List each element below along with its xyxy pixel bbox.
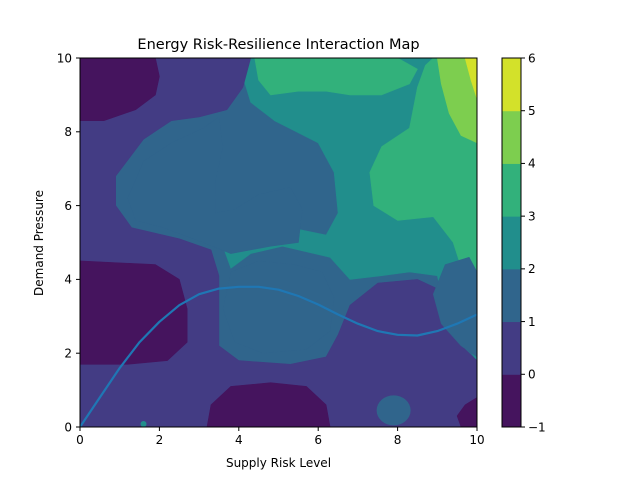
contour-region-level-1-hump <box>127 116 303 254</box>
contour-region-level-neg1-left <box>80 260 188 365</box>
colorbar-tick-label: 2 <box>528 262 536 276</box>
colorbar-tick-label: 5 <box>528 104 536 118</box>
colorbar: −1 0 1 2 3 4 5 6 <box>501 51 546 434</box>
colorbar-tick-label: 3 <box>528 209 536 223</box>
x-tick-label: 4 <box>235 433 243 447</box>
series-layer <box>80 285 477 427</box>
colorbar-band <box>502 110 521 164</box>
contour-region-level-2-dot <box>140 421 147 427</box>
y-tick-label: 10 <box>57 51 72 65</box>
contour-region-level-neg1-topleft <box>80 58 160 121</box>
colorbar-tick-label: 6 <box>528 51 536 65</box>
colorbar-band <box>502 268 521 323</box>
plot-frame <box>79 57 478 428</box>
contour-region-level-1-center <box>222 260 335 354</box>
contour-region-level-neg1-bottomright <box>456 397 477 427</box>
colorbar-band <box>502 374 521 428</box>
colorbar-tick-label: 0 <box>528 368 536 382</box>
chart-title: Energy Risk-Resilience Interaction Map <box>137 37 419 53</box>
colorbar-band <box>502 321 521 375</box>
y-tick-label: 8 <box>64 125 72 139</box>
y-axis-ticks: 0 2 4 6 8 10 <box>57 51 80 434</box>
x-axis-label: Supply Risk Level <box>226 456 331 470</box>
series-line-0 <box>80 285 477 427</box>
colorbar-tick-label: 1 <box>528 315 536 329</box>
x-tick-label: 8 <box>394 433 402 447</box>
contour-region-level-4 <box>437 58 477 144</box>
colorbar-band <box>502 163 521 217</box>
y-axis-label: Demand Pressure <box>32 190 46 296</box>
plot-area <box>80 58 477 427</box>
x-tick-label: 0 <box>76 433 84 447</box>
contour-region-level-1-blob <box>376 395 411 426</box>
colorbar-tick-label: −1 <box>528 420 546 434</box>
x-tick-label: 10 <box>469 433 484 447</box>
x-tick-label: 6 <box>314 433 322 447</box>
x-axis-ticks: 0 2 4 6 8 10 <box>76 427 485 447</box>
colorbar-tick-label: 4 <box>528 157 536 171</box>
colorbar-band <box>502 216 521 270</box>
contour-region-level-3-top <box>254 58 418 96</box>
colorbar-band <box>502 58 521 112</box>
y-tick-label: 2 <box>64 347 72 361</box>
y-tick-label: 0 <box>64 420 72 434</box>
x-tick-label: 2 <box>156 433 164 447</box>
contour-region-level-5 <box>464 58 477 99</box>
y-tick-label: 4 <box>64 273 72 287</box>
colorbar-frame <box>501 57 522 428</box>
contour-region-level-neg1-bottom <box>206 382 331 427</box>
y-tick-label: 6 <box>64 199 72 213</box>
